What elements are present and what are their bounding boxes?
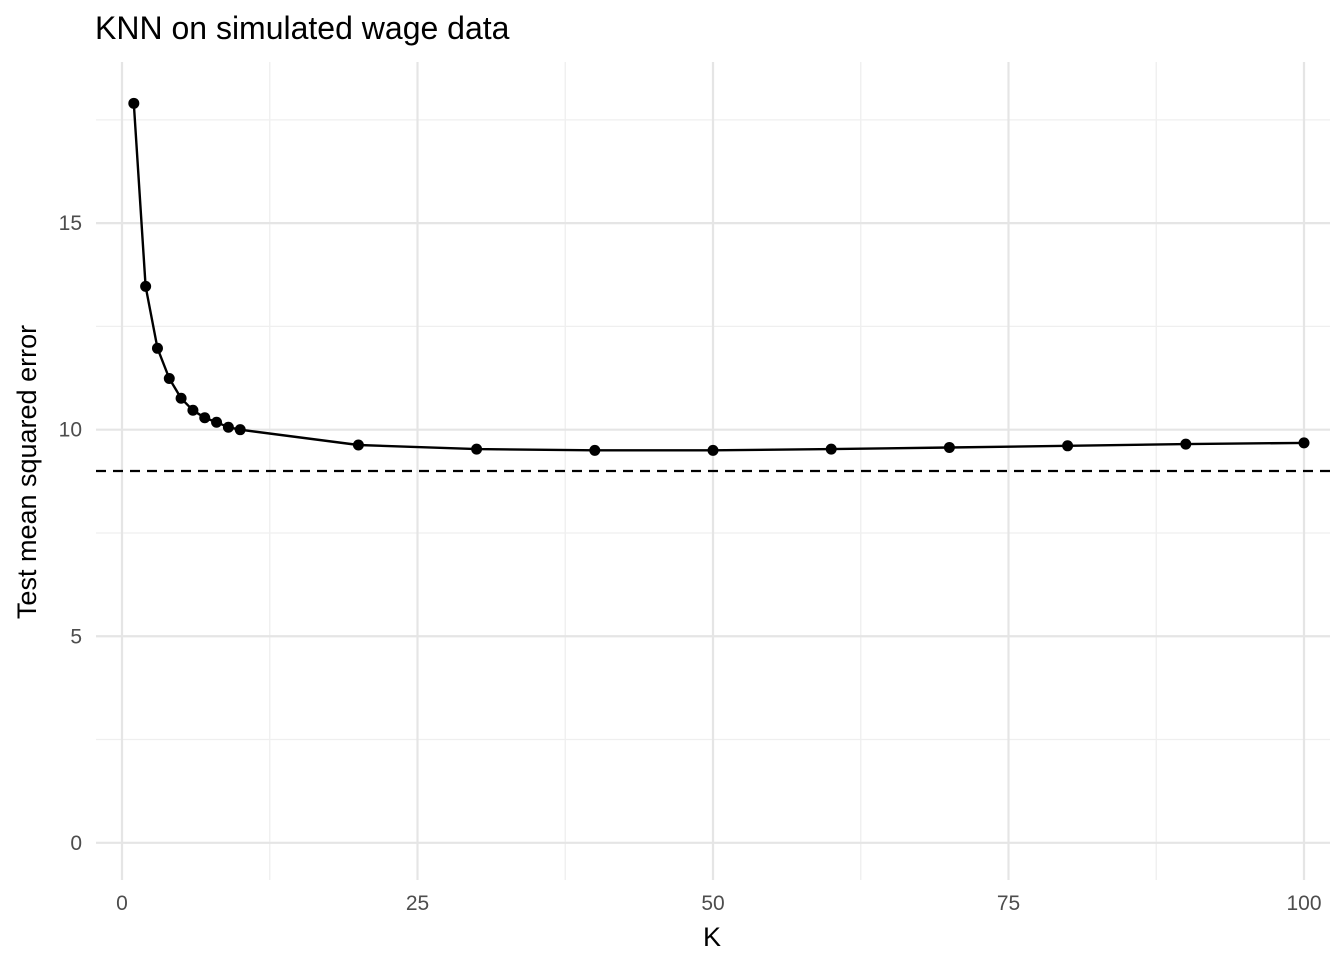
x-tick-label: 50 [701, 892, 724, 915]
data-point [151, 342, 163, 354]
data-point [140, 280, 152, 292]
data-point [187, 404, 199, 416]
data-point [1298, 437, 1310, 449]
y-tick-label: 5 [70, 625, 82, 648]
data-point [211, 416, 223, 428]
data-point [222, 421, 234, 433]
y-tick-label: 0 [70, 832, 82, 855]
data-point [128, 97, 140, 109]
x-tick-label: 100 [1286, 892, 1321, 915]
y-tick-label: 15 [59, 212, 82, 235]
x-tick-label: 75 [997, 892, 1020, 915]
data-point [943, 441, 955, 453]
data-point [199, 412, 211, 424]
data-point [707, 444, 719, 456]
data-point [825, 443, 837, 455]
data-point [175, 392, 187, 404]
x-tick-label: 25 [406, 892, 429, 915]
data-point [471, 443, 483, 455]
y-tick-label: 10 [59, 419, 82, 442]
series-line [132, 103, 1305, 452]
data-point [163, 372, 175, 384]
x-tick-labels: 0 25 50 75 100 [116, 892, 1321, 915]
data-point [1062, 440, 1074, 452]
data-point [352, 439, 364, 451]
series-group [128, 97, 1310, 456]
x-axis-title: K [703, 922, 721, 952]
data-point [1180, 438, 1192, 450]
y-tick-labels: 0 5 10 15 [59, 212, 82, 855]
data-point [589, 444, 601, 456]
y-axis-title: Test mean squared error [12, 325, 42, 619]
chart-title: KNN on simulated wage data [95, 10, 510, 46]
data-point [234, 424, 246, 436]
x-tick-label: 0 [116, 892, 128, 915]
